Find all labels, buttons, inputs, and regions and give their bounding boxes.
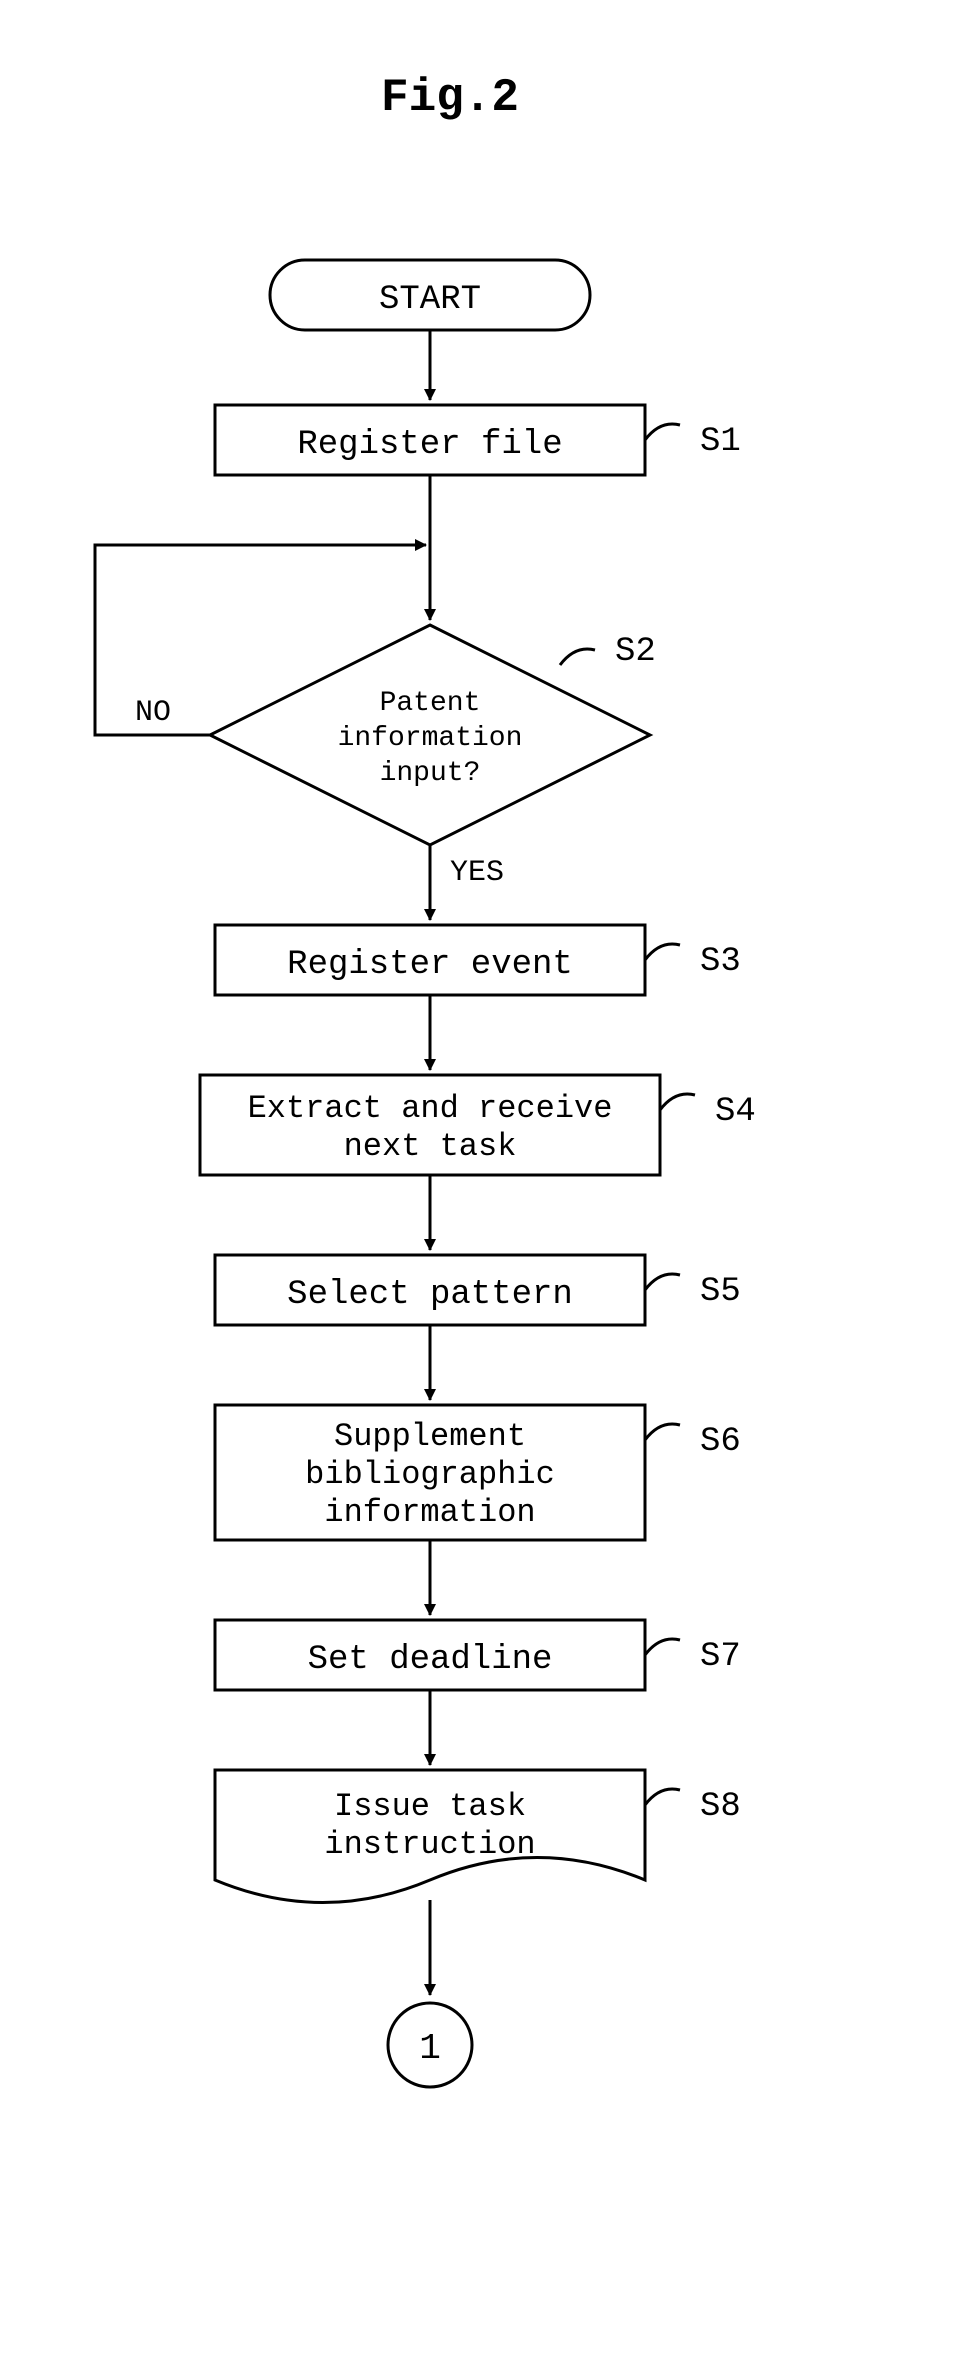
s1-label: Register file [297,426,562,464]
s3-step: S3 [700,943,741,981]
s4-label-l1: Extract and receive [248,1090,613,1127]
s6-label-l2: bibliographic [305,1456,555,1493]
s2-label-l1: Patent [380,688,481,719]
s1-step: S1 [700,423,741,461]
s4-label-l2: next task [344,1128,517,1165]
s8-node: Issue task instruction [215,1770,645,1903]
s6-label-l3: information [324,1494,535,1531]
s3-node: Register event [215,925,645,995]
s3-label: Register event [287,946,573,984]
s6-label-l1: Supplement [334,1418,526,1455]
s6-node: Supplement bibliographic information [215,1405,645,1540]
s6-step: S6 [700,1423,741,1461]
s2-label-l3: input? [380,758,481,789]
s7-tick [645,1639,680,1655]
s1-tick [645,424,680,440]
s8-label-l1: Issue task [334,1788,526,1825]
s8-step: S8 [700,1788,741,1826]
s2-node: Patent information input? [210,625,650,845]
start-label: START [379,281,481,319]
s2-no-label: NO [135,696,171,730]
s7-node: Set deadline [215,1620,645,1690]
s5-node: Select pattern [215,1255,645,1325]
s2-label-l2: information [338,723,523,754]
s5-step: S5 [700,1273,741,1311]
s8-label-l2: instruction [324,1826,535,1863]
connector-node: 1 [388,2003,472,2087]
s7-step: S7 [700,1638,741,1676]
s6-tick [645,1424,680,1440]
figure-title: Fig.2 [381,72,519,124]
s8-tick [645,1789,680,1805]
s5-label: Select pattern [287,1276,573,1314]
flowchart-svg: Fig.2 START Register file S1 Patent info… [0,0,974,2355]
s2-yes-label: YES [450,856,504,890]
s2-tick [560,649,595,665]
s5-tick [645,1274,680,1290]
s7-label: Set deadline [308,1641,553,1679]
s4-tick [660,1094,695,1110]
s4-step: S4 [715,1093,756,1131]
connector-label: 1 [419,2028,441,2069]
s3-tick [645,944,680,960]
s2-step: S2 [615,633,656,671]
start-node: START [270,260,590,330]
s4-node: Extract and receive next task [200,1075,660,1175]
s1-node: Register file [215,405,645,475]
